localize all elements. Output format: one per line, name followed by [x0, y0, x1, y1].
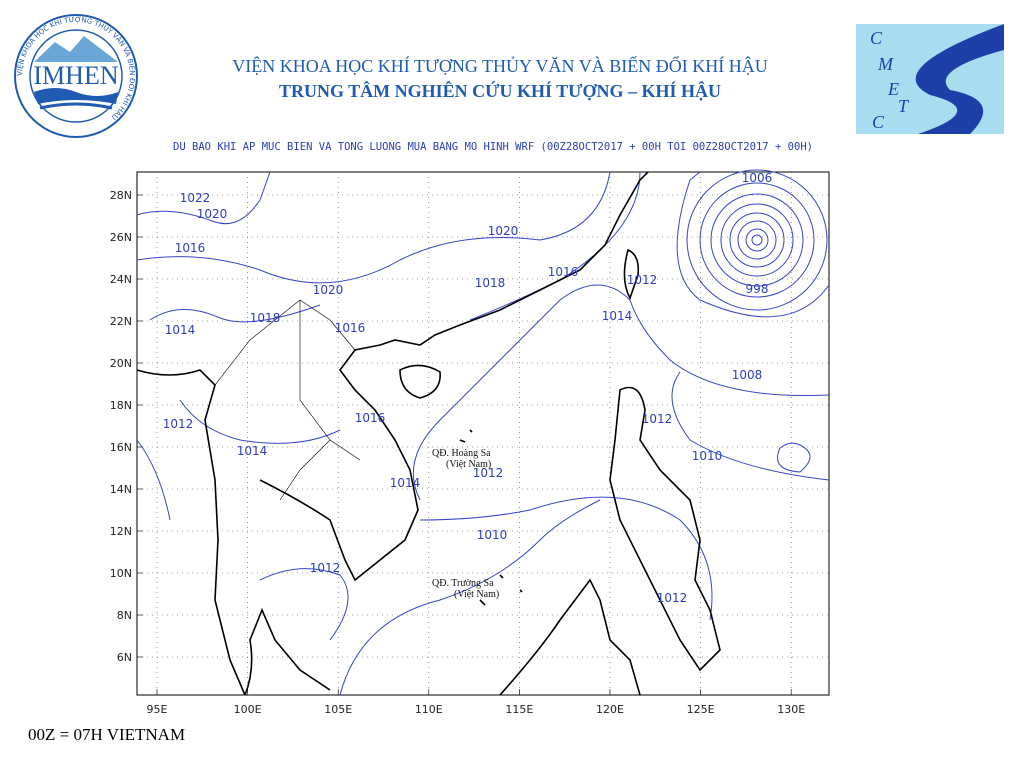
isobars: [136, 169, 830, 696]
lat-label: 6N: [117, 651, 132, 664]
lat-label: 8N: [117, 609, 132, 622]
lat-label: 10N: [110, 567, 132, 580]
isobar-label: 1012: [642, 412, 673, 426]
lon-label: 110E: [415, 703, 443, 716]
isobar-label: 1014: [165, 323, 196, 337]
map-labels: 28N 26N 24N 22N 20N 18N 16N 14N 12N 10N 8N 6N 95E 100…: [110, 171, 805, 716]
footer-note: 00Z = 07H VIETNAM: [28, 725, 185, 744]
isobar-label: 1006: [742, 171, 773, 185]
coastlines: [136, 171, 721, 696]
isobar-label: 1012: [163, 417, 194, 431]
isobar-label: 1014: [237, 444, 268, 458]
logo-letter: M: [877, 54, 894, 74]
isobar-label: 1018: [475, 276, 506, 290]
lat-label: 26N: [110, 231, 132, 244]
isobar-label: 1014: [390, 476, 421, 490]
lat-label: 14N: [110, 483, 132, 496]
isobar-label: 1008: [732, 368, 763, 382]
lat-label: 28N: [110, 189, 132, 202]
lat-label: 16N: [110, 441, 132, 454]
isobar-label: 1012: [473, 466, 504, 480]
isobar-label: 1016: [335, 321, 366, 335]
lon-label: 100E: [234, 703, 262, 716]
lat-label: 24N: [110, 273, 132, 286]
logo-left: IMHEN VIỆN KHOA HỌC KHÍ TƯỢNG THỦY VĂN V…: [14, 14, 138, 138]
place-label: (Việt Nam): [454, 589, 499, 600]
map-frame: [136, 171, 830, 696]
isobar-label: 1012: [310, 561, 341, 575]
isobar-label: 1010: [692, 449, 723, 463]
map-title: DU BAO KHI AP MUC BIEN VA TONG LUONG MUA…: [173, 140, 813, 153]
isobar-label: 1016: [175, 241, 206, 255]
isobar-label: 1020: [197, 207, 228, 221]
isobar-label: 1022: [180, 191, 211, 205]
isobar-label: 998: [746, 282, 769, 296]
logo-letter: C: [870, 28, 883, 48]
logo-text: IMHEN: [33, 61, 118, 90]
logo-right: C M ET C: [856, 24, 1004, 134]
lon-label: 115E: [505, 703, 533, 716]
isobar-label: 1012: [627, 273, 658, 287]
map: QĐ. Hoàng Sa (Việt Nam) QĐ. Trường Sa (V…: [136, 169, 830, 696]
isobar-label: 1020: [313, 283, 344, 297]
isobar-label: 1014: [602, 309, 633, 323]
isobar-label: 1012: [657, 591, 688, 605]
place-label: QĐ. Hoàng Sa: [432, 448, 491, 459]
place-label: QĐ. Trường Sa: [432, 578, 494, 589]
logo-letter: E: [887, 79, 899, 99]
lat-label: 18N: [110, 399, 132, 412]
isobar-label: 1018: [250, 311, 281, 325]
isobar-label: 1020: [488, 224, 519, 238]
lon-label: 120E: [596, 703, 624, 716]
lon-label: 130E: [777, 703, 805, 716]
isobar-label: 1010: [477, 528, 508, 542]
lat-label: 12N: [110, 525, 132, 538]
place-label: (Việt Nam): [446, 459, 491, 470]
logo-letter: C: [872, 112, 885, 132]
isobar-label: 1016: [548, 265, 579, 279]
lat-label: 20N: [110, 357, 132, 370]
logo-letter: T: [898, 96, 910, 116]
lon-label: 95E: [147, 703, 168, 716]
isobar-label: 1016: [355, 411, 386, 425]
lon-label: 125E: [687, 703, 715, 716]
center-title: TRUNG TÂM NGHIÊN CỨU KHÍ TƯỢNG – KHÍ HẬU: [279, 80, 721, 101]
logo-letters: C M ET C: [870, 28, 910, 132]
lat-label: 22N: [110, 315, 132, 328]
lon-label: 105E: [324, 703, 352, 716]
institute-title: VIỆN KHOA HỌC KHÍ TƯỢNG THỦY VĂN VÀ BIẾN…: [232, 55, 767, 76]
